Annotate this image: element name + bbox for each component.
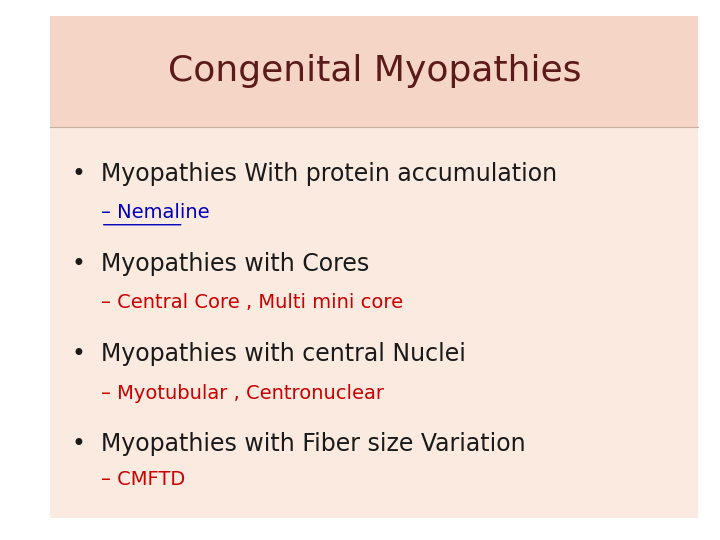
Text: •  Myopathies With protein accumulation: • Myopathies With protein accumulation — [72, 161, 557, 186]
Text: – Central Core , Multi mini core: – Central Core , Multi mini core — [101, 293, 403, 313]
Text: – CMFTD: – CMFTD — [101, 470, 185, 489]
FancyBboxPatch shape — [50, 127, 698, 518]
Text: •  Myopathies with Cores: • Myopathies with Cores — [72, 252, 369, 276]
Text: – Nemaline: – Nemaline — [101, 204, 210, 222]
FancyBboxPatch shape — [50, 16, 698, 127]
Text: – Myotubular , Centronuclear: – Myotubular , Centronuclear — [101, 383, 384, 402]
Text: •  Myopathies with central Nuclei: • Myopathies with central Nuclei — [72, 342, 466, 366]
Text: Congenital Myopathies: Congenital Myopathies — [168, 55, 581, 89]
Text: •  Myopathies with Fiber size Variation: • Myopathies with Fiber size Variation — [72, 432, 526, 456]
